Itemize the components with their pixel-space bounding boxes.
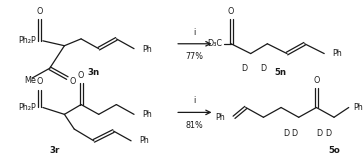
Text: 3r: 3r: [50, 146, 60, 155]
Text: O: O: [37, 78, 43, 86]
Text: D: D: [283, 129, 289, 138]
Text: Ph₂P: Ph₂P: [18, 103, 36, 112]
Text: Ph: Ph: [332, 49, 342, 58]
Text: 5n: 5n: [274, 68, 286, 77]
Text: i: i: [194, 96, 196, 105]
Text: D: D: [292, 129, 298, 138]
Text: D: D: [241, 64, 247, 73]
Text: i: i: [194, 28, 196, 37]
Text: Ph: Ph: [142, 45, 152, 54]
Text: Me: Me: [24, 76, 36, 84]
Text: O: O: [69, 77, 75, 85]
Text: O: O: [37, 7, 43, 16]
Text: Ph₂P: Ph₂P: [18, 36, 36, 45]
Text: O: O: [313, 76, 320, 84]
Text: 81%: 81%: [186, 121, 204, 130]
Text: O: O: [228, 7, 234, 16]
Text: 5o: 5o: [328, 146, 340, 155]
Text: 77%: 77%: [186, 52, 204, 61]
Text: Ph: Ph: [142, 110, 152, 119]
Text: Ph: Ph: [139, 136, 149, 145]
Text: 3n: 3n: [88, 68, 100, 77]
Text: D: D: [325, 129, 331, 138]
Text: D: D: [316, 129, 323, 138]
Text: D: D: [260, 64, 266, 73]
Text: Ph: Ph: [215, 113, 225, 122]
Text: Ph: Ph: [353, 103, 363, 112]
Text: O: O: [78, 71, 84, 80]
Text: D₃C: D₃C: [207, 39, 222, 48]
